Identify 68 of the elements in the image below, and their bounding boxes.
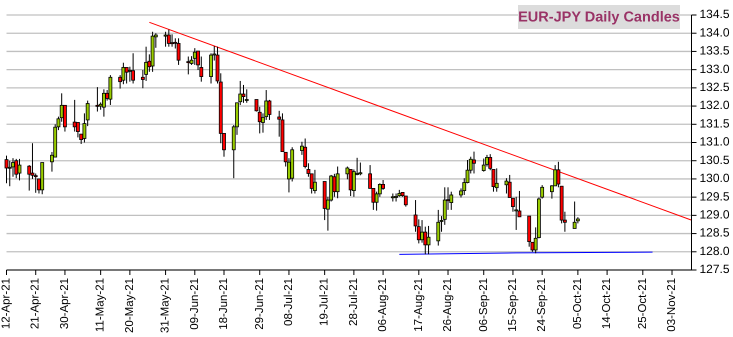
x-tick-label: 06-Sep-21 <box>478 278 490 332</box>
candlestick <box>166 29 171 48</box>
candlestick <box>18 158 22 181</box>
candlestick <box>572 201 577 229</box>
y-tick-label: 131.5 <box>700 116 730 130</box>
candlestick <box>348 168 353 197</box>
y-tick-label: 133.0 <box>700 62 730 76</box>
candlestick <box>244 88 249 104</box>
candlestick <box>494 168 499 192</box>
x-tick-label: 15-Sep-21 <box>506 278 519 332</box>
y-tick-label: 130.5 <box>700 152 730 167</box>
candlestick <box>420 220 424 244</box>
x-tick-label: 09-Jun-21 <box>188 278 201 330</box>
x-tick-label: 18-Jun-21 <box>218 278 230 330</box>
candlestick <box>186 56 190 75</box>
x-tick-label: 06-Aug-21 <box>377 278 390 332</box>
x-tick-label: 29-Jun-21 <box>254 278 266 330</box>
y-tick-label: 128.5 <box>700 226 730 240</box>
candlestick <box>313 169 317 194</box>
y-tick-label: 130.0 <box>700 171 730 186</box>
y-tick-label: 128.0 <box>700 244 730 258</box>
candlestick <box>4 155 8 184</box>
x-tick-label: 11-May-21 <box>94 278 107 332</box>
x-tick-label: 21-Apr-21 <box>30 278 42 330</box>
x-tick-label: 28-Jul-21 <box>348 278 360 326</box>
candlestick <box>449 191 454 210</box>
candlestick <box>436 209 440 246</box>
y-tick-label: 134.0 <box>700 25 730 40</box>
candlestick <box>108 74 112 106</box>
x-tick-label: 08-Jul-21 <box>282 278 295 326</box>
x-tick-label: 14-Oct-21 <box>601 278 614 330</box>
x-tick-label: 31-May-21 <box>160 278 172 333</box>
x-tick-label: 30-Apr-21 <box>58 278 71 330</box>
candlestick <box>124 66 129 84</box>
x-tick-label: 19-Jul-21 <box>318 278 331 326</box>
x-tick-label: 03-Nov-21 <box>666 278 678 332</box>
x-tick-label: 26-Aug-21 <box>442 278 454 332</box>
chart-title: EUR-JPY Daily Candles <box>518 9 680 26</box>
candlestick <box>131 52 136 84</box>
candlestick <box>242 84 246 104</box>
candlestick <box>426 225 430 255</box>
candlestick <box>121 62 126 85</box>
candlestick <box>164 31 168 48</box>
y-tick-label: 133.5 <box>700 44 730 58</box>
y-tick-label: 132.5 <box>700 80 730 94</box>
x-tick-label: 24-Sep-21 <box>536 278 548 332</box>
candlestick <box>472 151 476 174</box>
candlestick <box>404 196 408 208</box>
candlestick <box>482 158 486 172</box>
y-tick-label: 127.5 <box>700 262 730 276</box>
x-tick-label: 25-Oct-21 <box>636 278 649 330</box>
candlestick <box>358 162 362 176</box>
candlestick <box>504 178 508 194</box>
x-tick-label: 20-May-21 <box>124 278 136 333</box>
x-tick-label: 17-Aug-21 <box>412 278 425 332</box>
x-tick-label: 12-Apr-21 <box>0 278 13 330</box>
candlestick <box>268 99 272 120</box>
y-tick-label: 134.5 <box>700 7 730 22</box>
x-tick-label: 05-Oct-21 <box>572 278 584 330</box>
y-tick-label: 129.5 <box>700 189 730 204</box>
candlestick <box>485 154 489 168</box>
y-tick-label: 132.0 <box>700 98 730 112</box>
candlestick <box>176 38 180 66</box>
candlestick <box>336 166 340 199</box>
y-tick-label: 129.0 <box>700 208 730 222</box>
candlestick <box>381 180 385 190</box>
candlestick <box>102 88 106 118</box>
y-tick-label: 131.0 <box>700 134 730 149</box>
